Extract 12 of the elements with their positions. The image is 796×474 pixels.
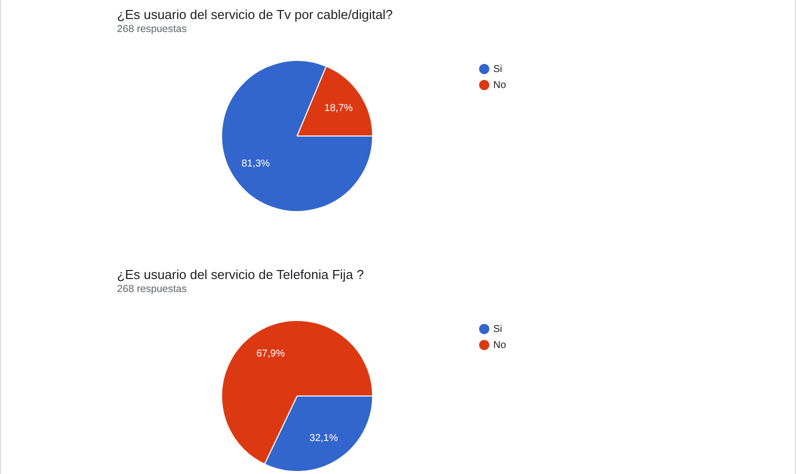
chart-title: ¿Es usuario del servicio de Telefonia Fija ?	[117, 266, 364, 284]
chart-title: ¿Es usuario del servicio de Tv por cable/digital?	[117, 6, 393, 24]
data-label: 67,9%	[256, 348, 285, 360]
legend-label: No	[493, 340, 506, 351]
legend-label: No	[493, 80, 506, 91]
data-label: 81,3%	[241, 158, 270, 170]
chart-subtitle: 268 respuestas	[117, 23, 187, 37]
chart-subtitle: 268 respuestas	[117, 283, 187, 297]
data-label: 32,1%	[309, 432, 338, 444]
legend-label: Si	[493, 324, 502, 335]
legend-label: Si	[493, 64, 502, 75]
data-label: 18,7%	[324, 103, 353, 114]
